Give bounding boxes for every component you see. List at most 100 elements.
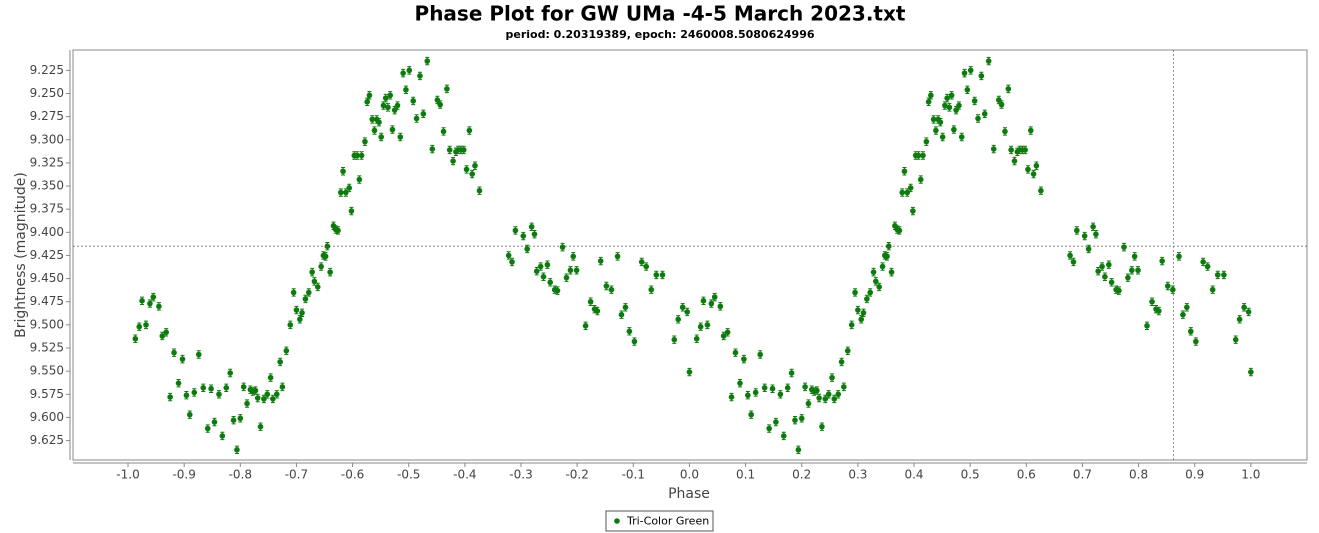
data-point bbox=[1033, 162, 1040, 169]
x-tick-label: 0.2 bbox=[792, 468, 811, 482]
data-point bbox=[302, 296, 309, 302]
data-point bbox=[570, 253, 577, 260]
data-point bbox=[998, 101, 1005, 108]
data-point bbox=[603, 283, 610, 289]
data-point bbox=[671, 336, 678, 343]
data-point bbox=[380, 102, 387, 109]
data-point bbox=[937, 119, 944, 125]
data-point bbox=[237, 415, 244, 422]
data-point bbox=[261, 396, 267, 402]
x-tick-label: 1.0 bbox=[1241, 468, 1260, 482]
y-tick-label: 9.300 bbox=[30, 132, 64, 146]
data-point bbox=[559, 244, 566, 250]
data-point bbox=[544, 261, 551, 268]
data-point bbox=[1164, 283, 1171, 289]
data-point bbox=[132, 335, 139, 342]
data-point bbox=[928, 92, 934, 99]
x-tick-label: -0.7 bbox=[285, 468, 308, 482]
data-point bbox=[277, 359, 283, 365]
y-tick-label: 9.375 bbox=[30, 202, 64, 216]
data-point bbox=[293, 307, 300, 313]
legend: Tri-Color Green bbox=[605, 510, 714, 532]
data-point bbox=[732, 349, 739, 356]
data-point bbox=[216, 391, 222, 398]
data-point bbox=[366, 92, 373, 99]
data-point bbox=[444, 86, 450, 92]
data-point bbox=[371, 127, 378, 134]
data-point bbox=[1093, 231, 1099, 237]
data-point bbox=[191, 389, 198, 396]
data-point bbox=[990, 146, 997, 152]
data-point bbox=[587, 298, 594, 305]
y-tick-label: 9.275 bbox=[30, 109, 64, 123]
data-point bbox=[867, 289, 874, 296]
data-point bbox=[884, 253, 890, 260]
data-point bbox=[1221, 272, 1227, 278]
data-point bbox=[829, 374, 835, 381]
data-point bbox=[981, 111, 988, 117]
x-tick-label: -1.0 bbox=[116, 468, 139, 482]
data-point bbox=[985, 58, 992, 64]
data-point bbox=[686, 369, 693, 375]
data-point bbox=[608, 286, 615, 293]
data-point bbox=[814, 387, 820, 394]
data-point bbox=[1125, 274, 1131, 281]
data-point bbox=[1176, 253, 1182, 260]
data-point bbox=[933, 127, 939, 134]
data-point bbox=[956, 102, 962, 109]
data-point bbox=[659, 272, 666, 278]
data-point bbox=[1180, 311, 1186, 318]
y-tick-label: 9.250 bbox=[30, 86, 64, 100]
data-point bbox=[622, 304, 629, 311]
data-point bbox=[406, 67, 413, 74]
data-point bbox=[618, 311, 625, 318]
data-point bbox=[1209, 286, 1216, 293]
y-tick-label: 9.575 bbox=[30, 387, 64, 401]
data-point bbox=[1159, 258, 1165, 264]
data-point bbox=[888, 269, 895, 275]
data-point bbox=[769, 385, 776, 392]
data-point bbox=[717, 303, 724, 310]
data-point bbox=[567, 267, 574, 274]
data-point bbox=[946, 104, 953, 111]
data-point bbox=[858, 316, 865, 323]
data-point bbox=[773, 419, 779, 425]
data-point bbox=[907, 185, 914, 191]
x-tick-label: 0.0 bbox=[680, 468, 699, 482]
data-point bbox=[524, 246, 530, 252]
data-point bbox=[679, 304, 686, 311]
plot-area bbox=[72, 49, 1308, 461]
legend-label: Tri-Color Green bbox=[626, 515, 709, 528]
data-point bbox=[1008, 147, 1014, 153]
data-point bbox=[1214, 272, 1221, 278]
data-point bbox=[150, 294, 157, 300]
data-point bbox=[573, 267, 580, 274]
data-point bbox=[358, 152, 365, 159]
data-point bbox=[1135, 267, 1141, 274]
y-axis-label: Brightness (magnitude) bbox=[13, 172, 29, 338]
data-point bbox=[805, 400, 812, 407]
data-point bbox=[939, 134, 946, 140]
x-tick-label: 0.7 bbox=[1073, 468, 1092, 482]
data-point bbox=[417, 73, 423, 79]
data-point bbox=[648, 286, 655, 293]
data-point bbox=[413, 115, 420, 122]
data-point bbox=[563, 274, 570, 281]
data-point bbox=[1236, 316, 1243, 323]
data-point bbox=[920, 152, 926, 159]
data-point bbox=[337, 189, 344, 196]
data-point bbox=[748, 411, 754, 418]
data-point bbox=[1025, 166, 1031, 173]
x-tick-label: -0.8 bbox=[229, 468, 252, 482]
data-point bbox=[1131, 253, 1138, 260]
data-point bbox=[505, 252, 512, 259]
data-point bbox=[318, 263, 324, 270]
data-point bbox=[230, 417, 237, 424]
data-point bbox=[1099, 263, 1105, 270]
data-point bbox=[653, 272, 660, 278]
data-point bbox=[335, 227, 341, 234]
data-point bbox=[343, 189, 349, 196]
data-point bbox=[1187, 328, 1194, 335]
data-point bbox=[537, 263, 544, 270]
data-point bbox=[885, 243, 892, 250]
